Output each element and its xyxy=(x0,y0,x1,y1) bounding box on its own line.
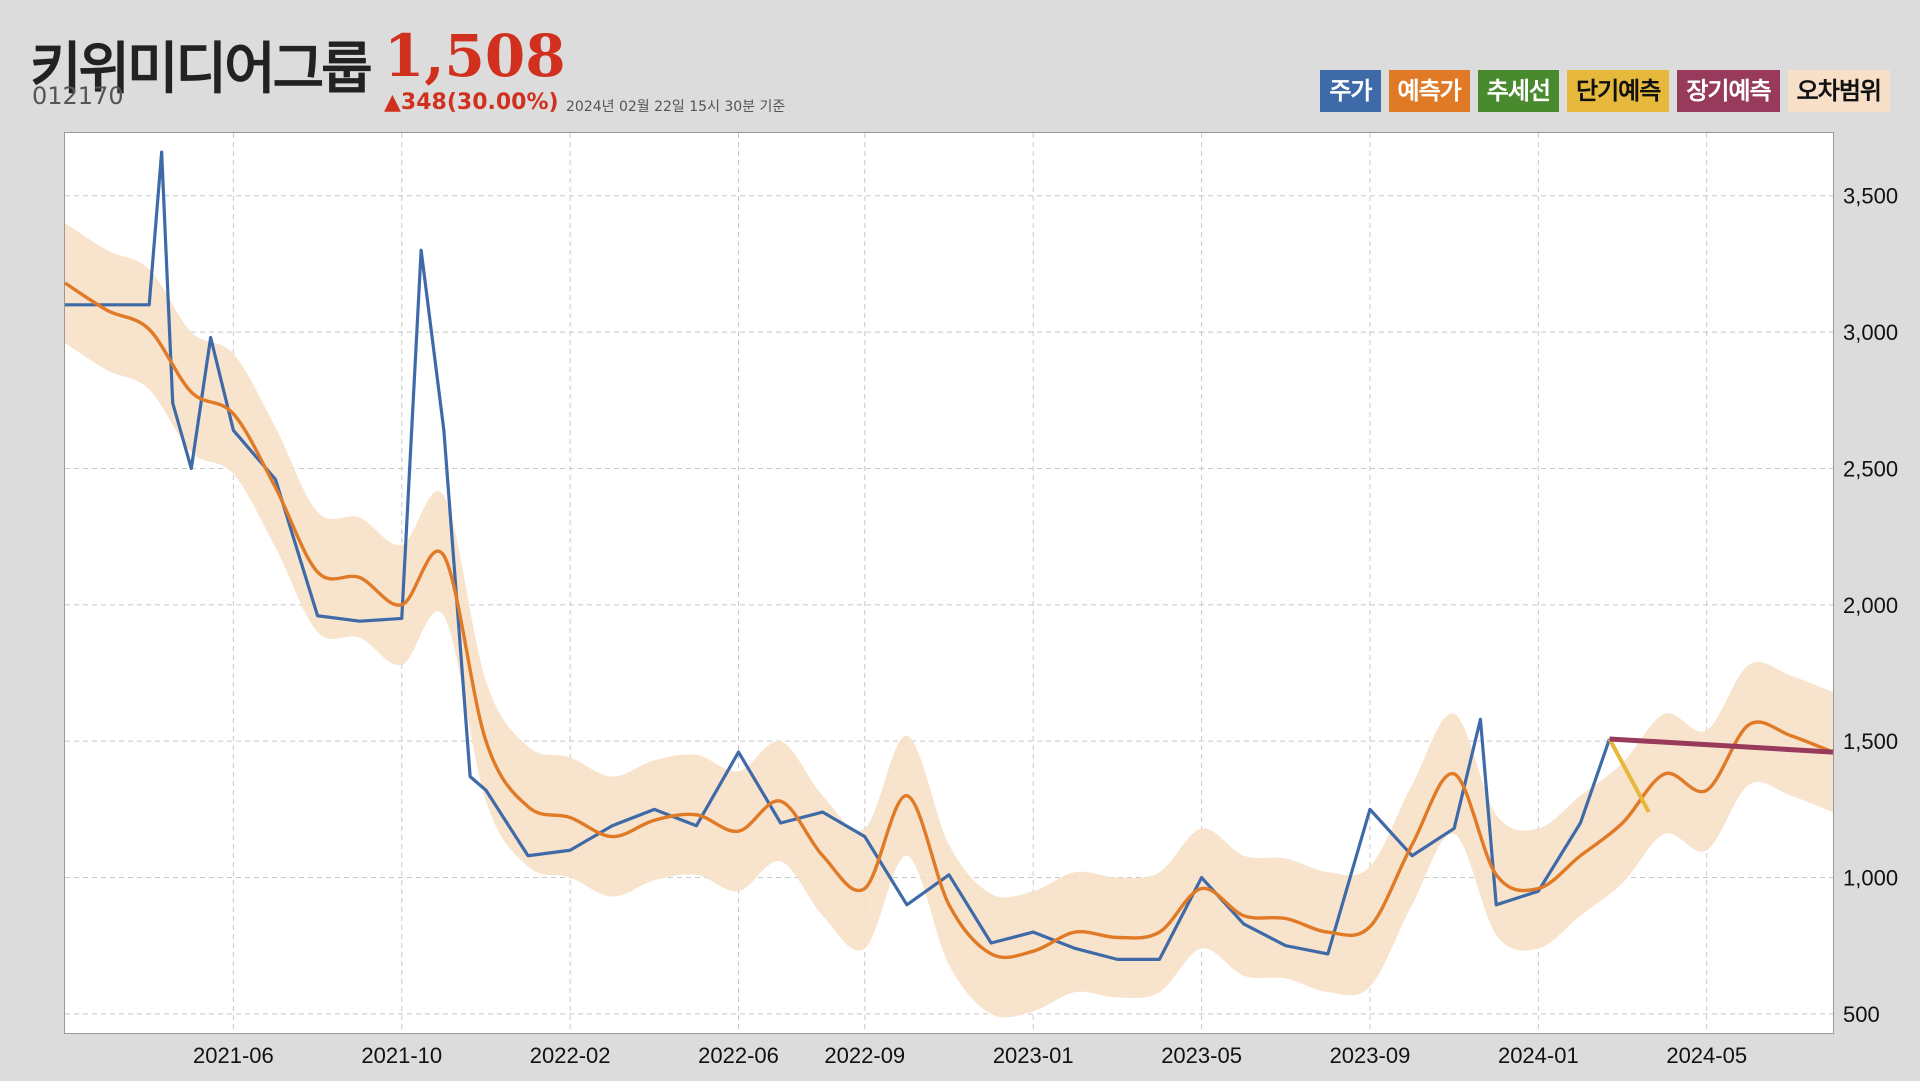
x-tick-label: 2023-01 xyxy=(993,1043,1074,1068)
long-term-forecast-line xyxy=(1609,736,1834,755)
legend: 주가 예측가 추세선 단기예측 장기예측 오차범위 xyxy=(1320,70,1890,112)
y-tick-label: 500 xyxy=(1843,1002,1880,1027)
x-tick-label: 2024-01 xyxy=(1498,1043,1579,1068)
x-tick-label: 2024-05 xyxy=(1666,1043,1747,1068)
legend-error-band: 오차범위 xyxy=(1787,70,1890,112)
x-tick-label: 2023-09 xyxy=(1330,1043,1411,1068)
y-tick-label: 2,500 xyxy=(1843,456,1898,481)
timestamp: 2024년 02월 22일 15시 30분 기준 xyxy=(566,99,786,115)
line-chart: 500 1,000 1,500 2,000 2,500 3,000 3,500 2021-06… xyxy=(64,133,1898,1068)
legend-forecast: 예측가 xyxy=(1388,70,1470,112)
x-tick-label: 2022-06 xyxy=(698,1043,779,1068)
forecast-series-line xyxy=(64,281,1834,960)
stock-code: 012170 xyxy=(32,82,124,110)
legend-price: 주가 xyxy=(1320,70,1381,112)
price-series-line xyxy=(65,150,1612,961)
legend-long-term: 장기예측 xyxy=(1677,70,1780,112)
x-tick-label: 2022-09 xyxy=(824,1043,905,1068)
x-tick-label: 2021-06 xyxy=(193,1043,274,1068)
legend-trend: 추세선 xyxy=(1477,70,1560,112)
x-tick-label: 2021-10 xyxy=(361,1043,442,1068)
y-tick-label: 3,500 xyxy=(1843,184,1898,209)
y-tick-label: 2,000 xyxy=(1843,593,1898,618)
chart-header: 키위미디어그룹 1,508 012170 ▲348(30.00%) 2024년 … xyxy=(30,18,1890,128)
legend-short-term: 단기예측 xyxy=(1567,70,1670,112)
current-price: 1,508 xyxy=(384,22,566,90)
stock-name: 키위미디어그룹 xyxy=(30,37,373,102)
short-term-forecast-line xyxy=(1607,738,1651,814)
y-tick-label: 3,000 xyxy=(1843,320,1898,345)
chart-area: 500 1,000 1,500 2,000 2,500 3,000 3,500 2021-06… xyxy=(64,132,1898,1068)
y-tick-label: 1,500 xyxy=(1843,729,1898,754)
y-tick-label: 1,000 xyxy=(1843,866,1898,891)
error-band-area xyxy=(65,223,1833,1018)
price-change: ▲348(30.00%) xyxy=(384,90,559,115)
x-tick-label: 2023-05 xyxy=(1161,1043,1242,1068)
x-tick-label: 2022-02 xyxy=(530,1043,611,1068)
